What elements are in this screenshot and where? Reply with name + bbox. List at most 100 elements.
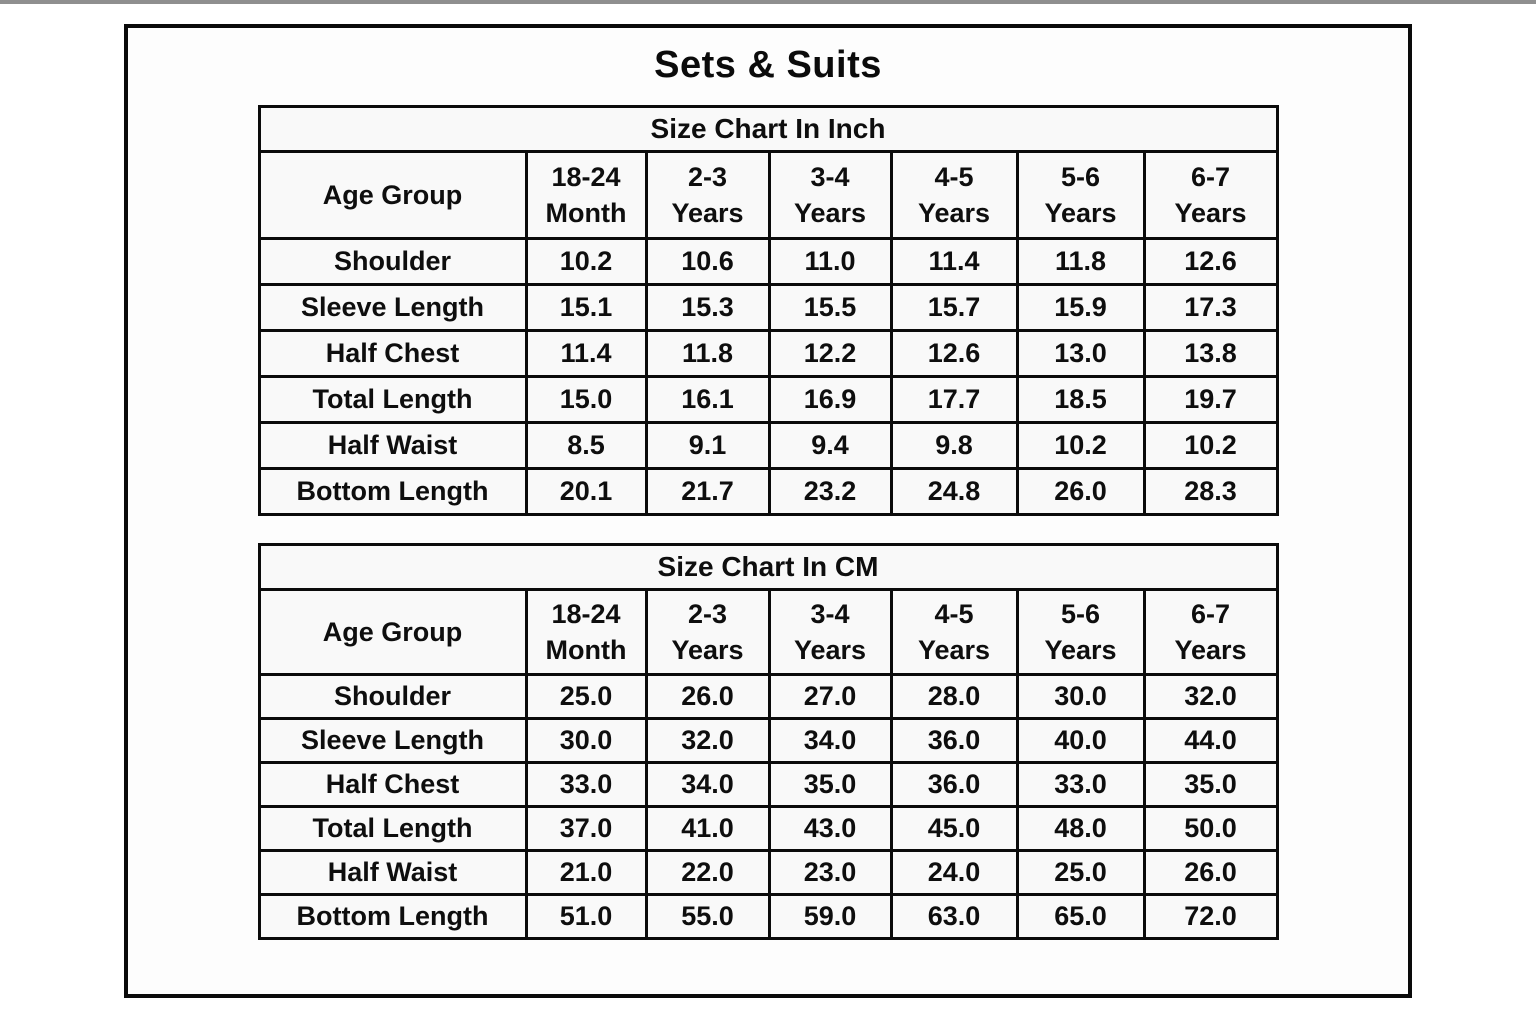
column-header: 2-3 Years <box>644 150 771 240</box>
column-header: 3-4 Years <box>767 150 893 240</box>
table-cell: 72.0 <box>1142 893 1279 940</box>
column-header-age-group: Age Group <box>257 588 528 676</box>
column-header-line2: Years <box>1174 198 1247 228</box>
table-cell: 41.0 <box>644 805 771 852</box>
row-label: Half Chest <box>257 761 528 808</box>
table-row: Half Chest 33.0 34.0 35.0 36.0 33.0 35.0 <box>257 761 1279 808</box>
column-header-line1: 3-4 <box>810 162 850 192</box>
page-title: Sets & Suits <box>654 44 882 86</box>
table-cell: 63.0 <box>889 893 1019 940</box>
table-cell: 43.0 <box>767 805 893 852</box>
column-header-line2: Years <box>1174 635 1247 665</box>
table-row: Half Waist 8.5 9.1 9.4 9.8 10.2 10.2 <box>257 421 1279 470</box>
table-cell: 11.8 <box>1015 237 1146 286</box>
table-cell: 20.1 <box>524 467 648 516</box>
row-label: Total Length <box>257 805 528 852</box>
table-cell: 37.0 <box>524 805 648 852</box>
table-cell: 13.8 <box>1142 329 1279 378</box>
column-header-line1: 4-5 <box>934 162 974 192</box>
table-row: Half Waist 21.0 22.0 23.0 24.0 25.0 26.0 <box>257 849 1279 896</box>
size-chart-inch-table: Size Chart In Inch Age Group 18-24 Month … <box>257 105 1279 516</box>
table-cell: 28.0 <box>889 673 1019 720</box>
table-cell: 34.0 <box>767 717 893 764</box>
column-header-line1: 18-24 <box>551 162 621 192</box>
table-cell: 23.0 <box>767 849 893 896</box>
table-row: Sleeve Length 30.0 32.0 34.0 36.0 40.0 4… <box>257 717 1279 764</box>
table-cell: 19.7 <box>1142 375 1279 424</box>
column-header-line2: Years <box>671 198 744 228</box>
table-cell: 50.0 <box>1142 805 1279 852</box>
column-header-line1: 5-6 <box>1060 162 1101 192</box>
row-label: Half Waist <box>257 421 528 470</box>
table-cell: 40.0 <box>1015 717 1146 764</box>
table-cell: 30.0 <box>524 717 648 764</box>
table-cell: 65.0 <box>1015 893 1146 940</box>
table-cell: 15.7 <box>889 283 1019 332</box>
table-cell: 9.4 <box>767 421 893 470</box>
table-cell: 17.7 <box>889 375 1019 424</box>
table-cell: 51.0 <box>524 893 648 940</box>
column-header-line2: Years <box>917 635 991 665</box>
column-header-line1: 18-24 <box>551 599 621 629</box>
column-header-line2: Years <box>1044 635 1117 665</box>
table-cell: 10.6 <box>644 237 771 286</box>
column-header: 3-4 Years <box>767 588 893 676</box>
table-cell: 10.2 <box>1142 421 1279 470</box>
column-header: 18-24 Month <box>524 150 648 240</box>
column-header-line2: Years <box>793 635 867 665</box>
table-cell: 27.0 <box>767 673 893 720</box>
row-label: Shoulder <box>257 237 528 286</box>
table-cell: 21.7 <box>644 467 771 516</box>
table-cell: 17.3 <box>1142 283 1279 332</box>
table-cell: 30.0 <box>1015 673 1146 720</box>
column-header: 18-24 Month <box>524 588 648 676</box>
table-cell: 33.0 <box>524 761 648 808</box>
column-header: 6-7 Years <box>1142 150 1279 240</box>
table-cell: 16.1 <box>644 375 771 424</box>
table-row: Size Chart In CM <box>257 543 1279 591</box>
column-header-age-group: Age Group <box>257 150 528 240</box>
table-cell: 28.3 <box>1142 467 1279 516</box>
table-cell: 24.8 <box>889 467 1019 516</box>
table-cell: 13.0 <box>1015 329 1146 378</box>
table-cell: 26.0 <box>1015 467 1146 516</box>
table-cell: 15.5 <box>767 283 893 332</box>
column-header-line1: 6-7 <box>1190 599 1231 629</box>
column-header-line2: Years <box>671 635 744 665</box>
table-cell: 44.0 <box>1142 717 1279 764</box>
row-label: Bottom Length <box>257 467 528 516</box>
table-cell: 35.0 <box>1142 761 1279 808</box>
column-header-line2: Month <box>545 198 627 228</box>
table-row: Total Length 15.0 16.1 16.9 17.7 18.5 19… <box>257 375 1279 424</box>
column-header: 4-5 Years <box>889 588 1019 676</box>
table-row: Age Group 18-24 Month 2-3 Years 3-4 Years 4… <box>257 588 1279 676</box>
column-header-line2: Years <box>917 198 991 228</box>
column-header-line1: 5-6 <box>1060 599 1101 629</box>
table-cell: 11.0 <box>767 237 893 286</box>
column-header-line1: 4-5 <box>934 599 974 629</box>
column-header: 2-3 Years <box>644 588 771 676</box>
table-cell: 8.5 <box>524 421 648 470</box>
column-header-line2: Years <box>1044 198 1117 228</box>
table-row: Total Length 37.0 41.0 43.0 45.0 48.0 50… <box>257 805 1279 852</box>
table-cell: 21.0 <box>524 849 648 896</box>
table-row: Shoulder 10.2 10.6 11.0 11.4 11.8 12.6 <box>257 237 1279 286</box>
table-cell: 34.0 <box>644 761 771 808</box>
table-row: Shoulder 25.0 26.0 27.0 28.0 30.0 32.0 <box>257 673 1279 720</box>
table-cell: 9.1 <box>644 421 771 470</box>
scan-edge-strip <box>0 0 1536 4</box>
table-title-cm: Size Chart In CM <box>257 543 1279 591</box>
table-cell: 45.0 <box>889 805 1019 852</box>
table-cell: 16.9 <box>767 375 893 424</box>
table-cell: 48.0 <box>1015 805 1146 852</box>
column-header: 4-5 Years <box>889 150 1019 240</box>
table-cell: 15.9 <box>1015 283 1146 332</box>
table-cell: 12.2 <box>767 329 893 378</box>
column-header: 5-6 Years <box>1015 588 1146 676</box>
table-cell: 11.8 <box>644 329 771 378</box>
row-label: Sleeve Length <box>257 717 528 764</box>
table-cell: 36.0 <box>889 761 1019 808</box>
table-cell: 12.6 <box>1142 237 1279 286</box>
table-cell: 15.1 <box>524 283 648 332</box>
column-header-line2: Years <box>793 198 867 228</box>
